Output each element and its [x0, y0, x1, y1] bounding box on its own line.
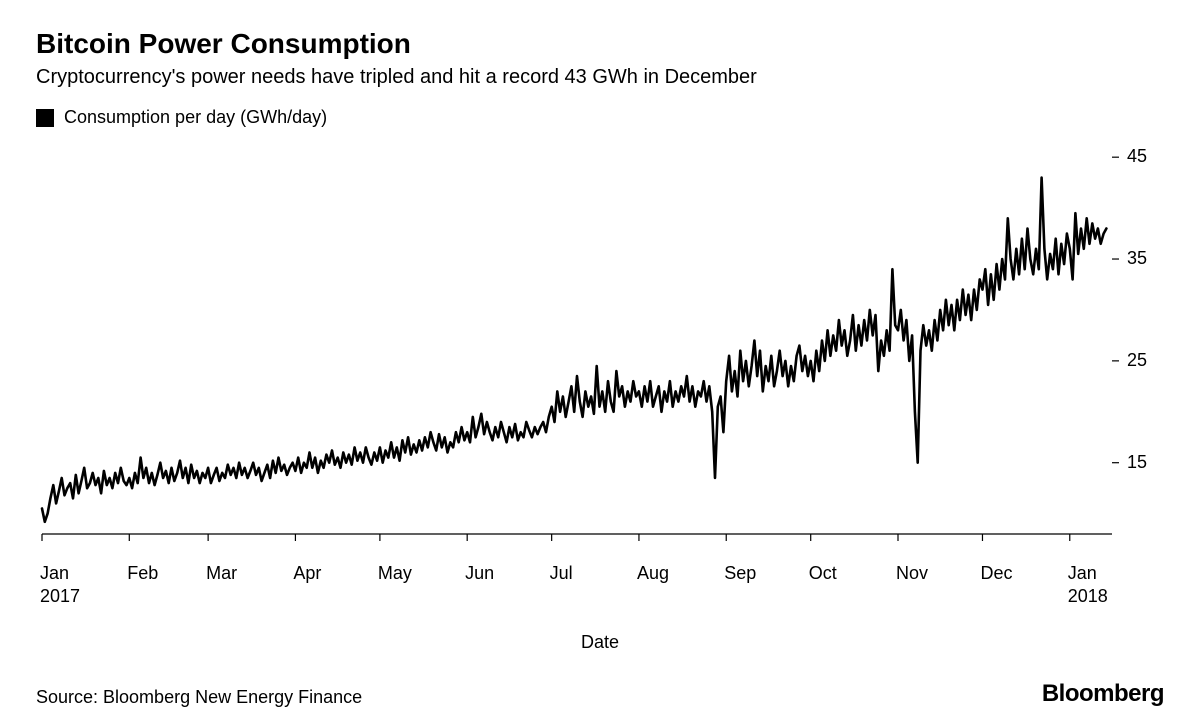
x-tick-label: Oct — [809, 562, 837, 585]
legend: Consumption per day (GWh/day) — [36, 107, 1164, 128]
chart-title: Bitcoin Power Consumption — [36, 28, 1164, 60]
y-tick-label: 35 — [1127, 248, 1147, 269]
chart-area: 15 25 35 45 — [36, 142, 1164, 562]
brand-logo: Bloomberg — [1042, 680, 1164, 708]
x-tick-label: May — [378, 562, 412, 585]
x-tick-label: Sep — [724, 562, 756, 585]
x-tick-label: Nov — [896, 562, 928, 585]
x-tick-label: Jan 2018 — [1068, 562, 1108, 607]
x-tick-label: Jan 2017 — [40, 562, 80, 607]
legend-swatch — [36, 109, 54, 127]
chart-footer: Source: Bloomberg New Energy Finance Blo… — [36, 680, 1164, 708]
y-tick-label: 25 — [1127, 350, 1147, 371]
source-text: Source: Bloomberg New Energy Finance — [36, 687, 362, 708]
y-tick-label: 15 — [1127, 452, 1147, 473]
x-tick-label: Feb — [127, 562, 158, 585]
chart-subtitle: Cryptocurrency's power needs have triple… — [36, 66, 1164, 89]
x-tick-label: Jun — [465, 562, 494, 585]
x-tick-label: Dec — [980, 562, 1012, 585]
x-tick-label: Mar — [206, 562, 237, 585]
legend-label: Consumption per day (GWh/day) — [64, 107, 327, 128]
x-tick-label: Aug — [637, 562, 669, 585]
line-chart-svg — [36, 142, 1164, 562]
x-axis-labels: Jan 2017 Feb Mar Apr May Jun Jul Aug Sep Oct Nov De… — [36, 562, 1164, 624]
y-tick-label: 45 — [1127, 146, 1147, 167]
x-tick-label: Apr — [293, 562, 321, 585]
x-tick-label: Jul — [550, 562, 573, 585]
x-axis-title: Date — [36, 632, 1164, 653]
